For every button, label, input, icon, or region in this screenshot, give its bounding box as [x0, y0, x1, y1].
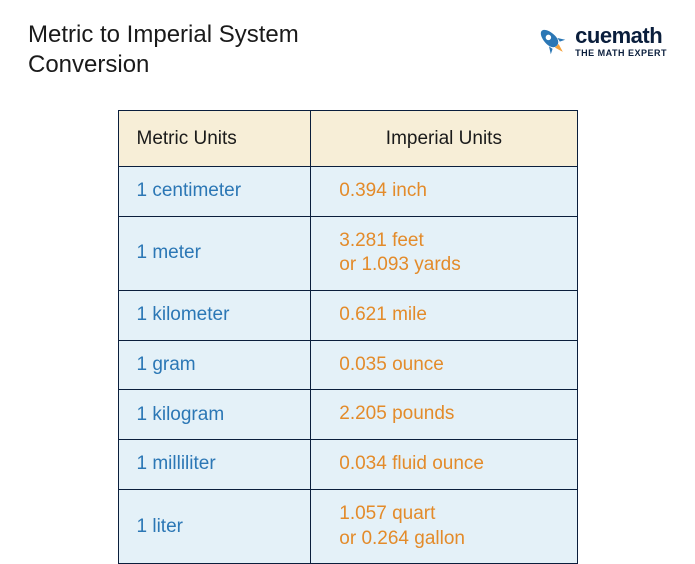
metric-cell: 1 milliliter [118, 440, 311, 490]
metric-cell: 1 liter [118, 489, 311, 563]
table-body: 1 centimeter0.394 inch1 meter3.281 feeto… [118, 167, 577, 564]
table-row: 1 milliliter0.034 fluid ounce [118, 440, 577, 490]
metric-cell: 1 meter [118, 216, 311, 290]
table-row: 1 gram0.035 ounce [118, 340, 577, 390]
table-header-row: Metric Units Imperial Units [118, 111, 577, 167]
imperial-cell: 1.057 quartor 0.264 gallon [311, 489, 577, 563]
col-header-imperial: Imperial Units [311, 111, 577, 167]
page-title: Metric to Imperial System Conversion [28, 20, 348, 80]
brand-tagline: THE MATH EXPERT [575, 49, 667, 58]
table-row: 1 centimeter0.394 inch [118, 167, 577, 217]
metric-cell: 1 gram [118, 340, 311, 390]
imperial-cell: 0.394 inch [311, 167, 577, 217]
rocket-icon [535, 24, 569, 58]
imperial-cell: 0.035 ounce [311, 340, 577, 390]
imperial-cell: 2.205 pounds [311, 390, 577, 440]
brand-logo: cuemath THE MATH EXPERT [535, 24, 667, 58]
imperial-cell: 0.621 mile [311, 291, 577, 341]
brand-text: cuemath THE MATH EXPERT [575, 25, 667, 58]
page-header: Metric to Imperial System Conversion cue… [0, 0, 695, 90]
conversion-table: Metric Units Imperial Units 1 centimeter… [118, 110, 578, 564]
table-row: 1 liter1.057 quartor 0.264 gallon [118, 489, 577, 563]
metric-cell: 1 kilometer [118, 291, 311, 341]
imperial-cell: 0.034 fluid ounce [311, 440, 577, 490]
metric-cell: 1 kilogram [118, 390, 311, 440]
imperial-cell: 3.281 feetor 1.093 yards [311, 216, 577, 290]
metric-cell: 1 centimeter [118, 167, 311, 217]
table-row: 1 kilogram2.205 pounds [118, 390, 577, 440]
table-row: 1 kilometer0.621 mile [118, 291, 577, 341]
conversion-table-wrap: Metric Units Imperial Units 1 centimeter… [0, 110, 695, 564]
table-row: 1 meter3.281 feetor 1.093 yards [118, 216, 577, 290]
brand-name: cuemath [575, 25, 667, 47]
col-header-metric: Metric Units [118, 111, 311, 167]
